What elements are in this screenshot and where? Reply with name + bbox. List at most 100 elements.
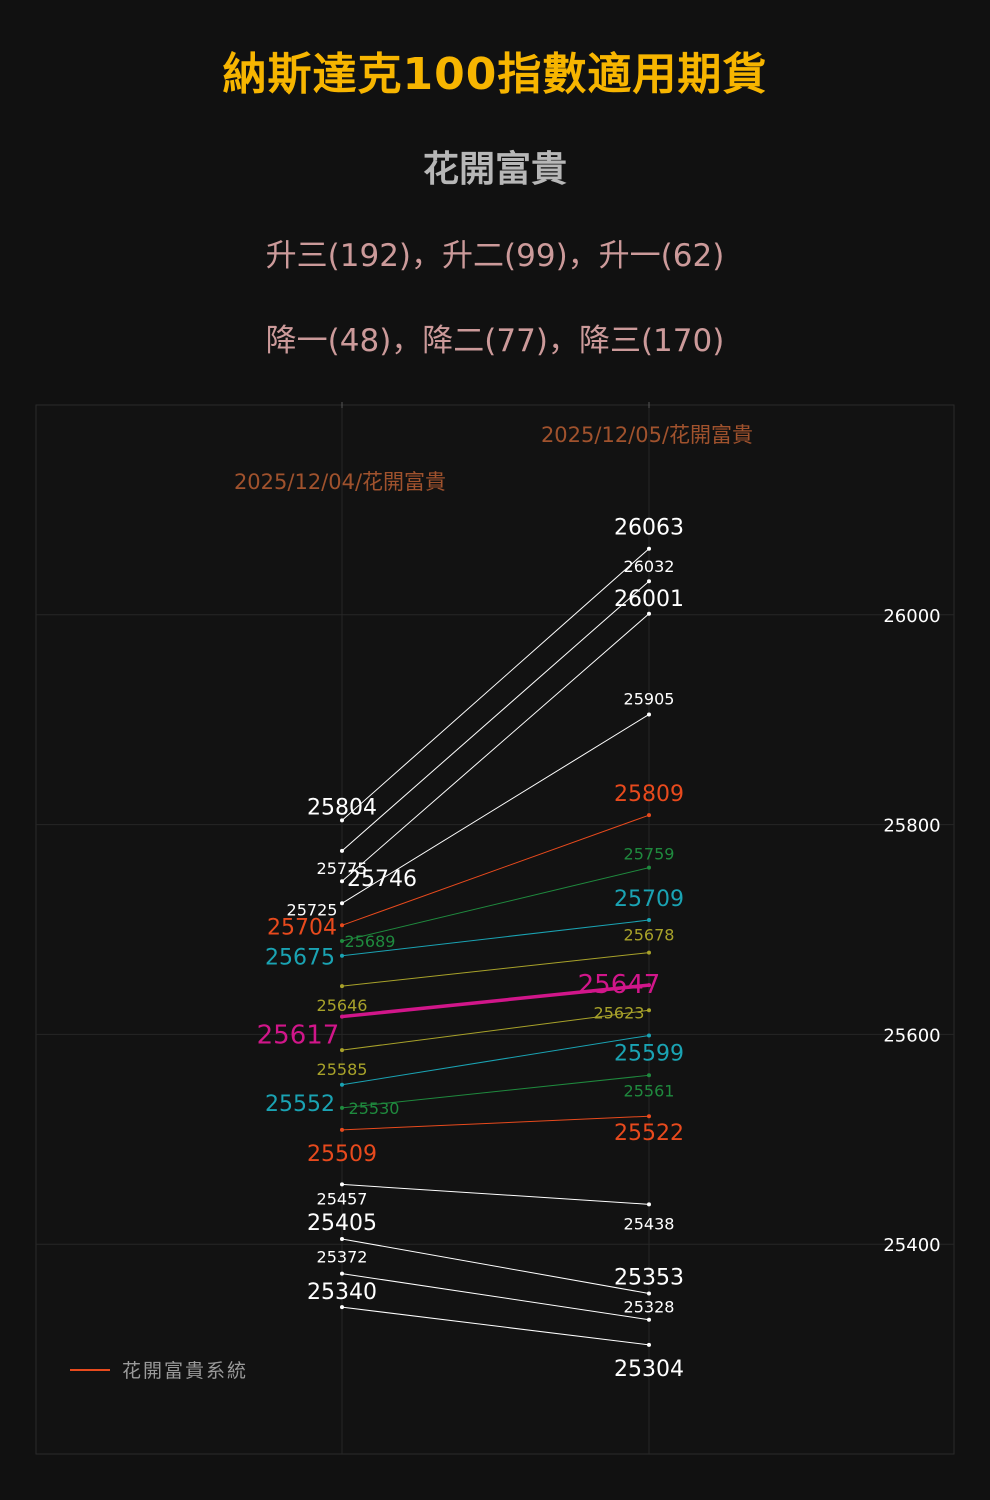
series-line bbox=[341, 983, 650, 1019]
series-line bbox=[341, 1115, 650, 1131]
y-tick-label: 25800 bbox=[883, 816, 940, 837]
series-line bbox=[341, 952, 650, 987]
data-label-end: 25561 bbox=[624, 1081, 675, 1100]
date-label: 2025/12/05/花開富貴 bbox=[541, 423, 753, 447]
data-label-start: 25646 bbox=[317, 996, 368, 1015]
series-point bbox=[340, 1127, 344, 1132]
series-line bbox=[341, 580, 650, 852]
series-point bbox=[340, 1105, 344, 1110]
series-point bbox=[340, 1048, 344, 1053]
data-label-end: 25353 bbox=[614, 1266, 684, 1291]
data-label-start: 25585 bbox=[317, 1060, 368, 1079]
series-point bbox=[340, 848, 344, 853]
data-label-end: 25647 bbox=[578, 970, 661, 1000]
series-line bbox=[341, 548, 650, 821]
data-label-start: 25725 bbox=[287, 900, 338, 919]
series-point bbox=[647, 1291, 651, 1296]
series-line bbox=[341, 613, 650, 882]
series-line bbox=[341, 1009, 650, 1051]
data-label-end: 26063 bbox=[614, 516, 684, 541]
series-point bbox=[340, 1271, 344, 1276]
series-point bbox=[647, 1317, 651, 1322]
data-label-end: 25905 bbox=[624, 689, 675, 708]
series-point bbox=[647, 950, 651, 955]
data-label-end: 25759 bbox=[624, 845, 675, 864]
series-point bbox=[647, 813, 651, 818]
legend-swatch bbox=[70, 1368, 110, 1371]
data-label-start: 25340 bbox=[307, 1280, 377, 1305]
data-label-end: 26032 bbox=[624, 557, 675, 576]
series-point bbox=[647, 1008, 651, 1013]
data-label-start: 25804 bbox=[307, 795, 377, 820]
series-point bbox=[340, 939, 344, 944]
series-point bbox=[340, 901, 344, 906]
series-line bbox=[341, 1183, 650, 1205]
series-point bbox=[340, 1305, 344, 1310]
plot-area bbox=[35, 404, 955, 1455]
legend: 花開富貴系統 bbox=[70, 1356, 248, 1383]
series-point bbox=[340, 1236, 344, 1241]
data-label-end: 25678 bbox=[624, 926, 675, 945]
levels-down-text: 降一(48)，降二(77)，降三(170) bbox=[265, 323, 725, 359]
series-line bbox=[341, 1074, 650, 1109]
series-point bbox=[647, 1202, 651, 1207]
data-label-end: 26001 bbox=[614, 587, 684, 612]
data-label-start: 25704 bbox=[267, 915, 337, 940]
series-point bbox=[340, 818, 344, 823]
series-point bbox=[340, 1014, 344, 1019]
data-label-start: 25617 bbox=[257, 1021, 340, 1051]
series-point bbox=[340, 1082, 344, 1087]
series-point bbox=[647, 1033, 651, 1038]
series-point bbox=[647, 579, 651, 584]
series-point bbox=[340, 1182, 344, 1187]
data-label-end: 25304 bbox=[614, 1357, 684, 1382]
legend-label: 花開富貴系統 bbox=[122, 1360, 249, 1382]
levels-up-text: 升三(192)，升二(99)，升一(62) bbox=[265, 238, 725, 274]
series-line bbox=[341, 1306, 650, 1346]
data-label-start: 25775 bbox=[317, 859, 368, 878]
series-line bbox=[341, 1273, 650, 1321]
y-tick-label: 25600 bbox=[883, 1025, 940, 1046]
data-label-end: 25438 bbox=[624, 1214, 675, 1233]
series-point bbox=[340, 923, 344, 928]
data-label-start: 25405 bbox=[307, 1211, 377, 1236]
data-label-start: 25689 bbox=[345, 932, 396, 951]
series-point bbox=[647, 546, 651, 551]
data-label-start: 25552 bbox=[265, 1092, 335, 1117]
series-point bbox=[647, 1073, 651, 1078]
page-subtitle: 花開富貴 bbox=[422, 149, 567, 190]
series-line bbox=[341, 1238, 650, 1294]
series-point bbox=[647, 918, 651, 923]
y-tick-label: 26000 bbox=[883, 606, 940, 627]
series-point bbox=[647, 865, 651, 870]
data-label-start: 25675 bbox=[265, 946, 335, 971]
data-label-start: 25746 bbox=[347, 867, 417, 892]
page-title: 納斯達克100指數適用期貨 bbox=[222, 49, 768, 100]
series-point bbox=[647, 611, 651, 616]
series-line bbox=[341, 814, 650, 926]
data-label-end: 25623 bbox=[594, 1003, 645, 1022]
series-point bbox=[647, 983, 651, 988]
series-line bbox=[341, 714, 650, 904]
series-line bbox=[341, 867, 650, 942]
series-point bbox=[340, 953, 344, 958]
data-label-end: 25709 bbox=[614, 887, 684, 912]
data-label-start: 25530 bbox=[349, 1099, 400, 1118]
data-label-end: 25599 bbox=[614, 1041, 684, 1066]
data-label-end: 25328 bbox=[624, 1298, 675, 1317]
data-label-end: 25522 bbox=[614, 1121, 684, 1146]
series-point bbox=[340, 879, 344, 884]
data-label-start: 25509 bbox=[307, 1142, 377, 1167]
series-point bbox=[647, 712, 651, 717]
date-label: 2025/12/04/花開富貴 bbox=[234, 470, 446, 494]
series-point bbox=[647, 1114, 651, 1119]
data-label-end: 25809 bbox=[614, 782, 684, 807]
series-point bbox=[340, 984, 344, 989]
data-label-start: 25457 bbox=[317, 1189, 368, 1208]
series-line bbox=[341, 919, 650, 957]
series-point bbox=[647, 1342, 651, 1347]
series-line bbox=[341, 1034, 650, 1086]
y-tick-label: 25400 bbox=[883, 1235, 940, 1256]
data-label-start: 25372 bbox=[317, 1248, 368, 1267]
